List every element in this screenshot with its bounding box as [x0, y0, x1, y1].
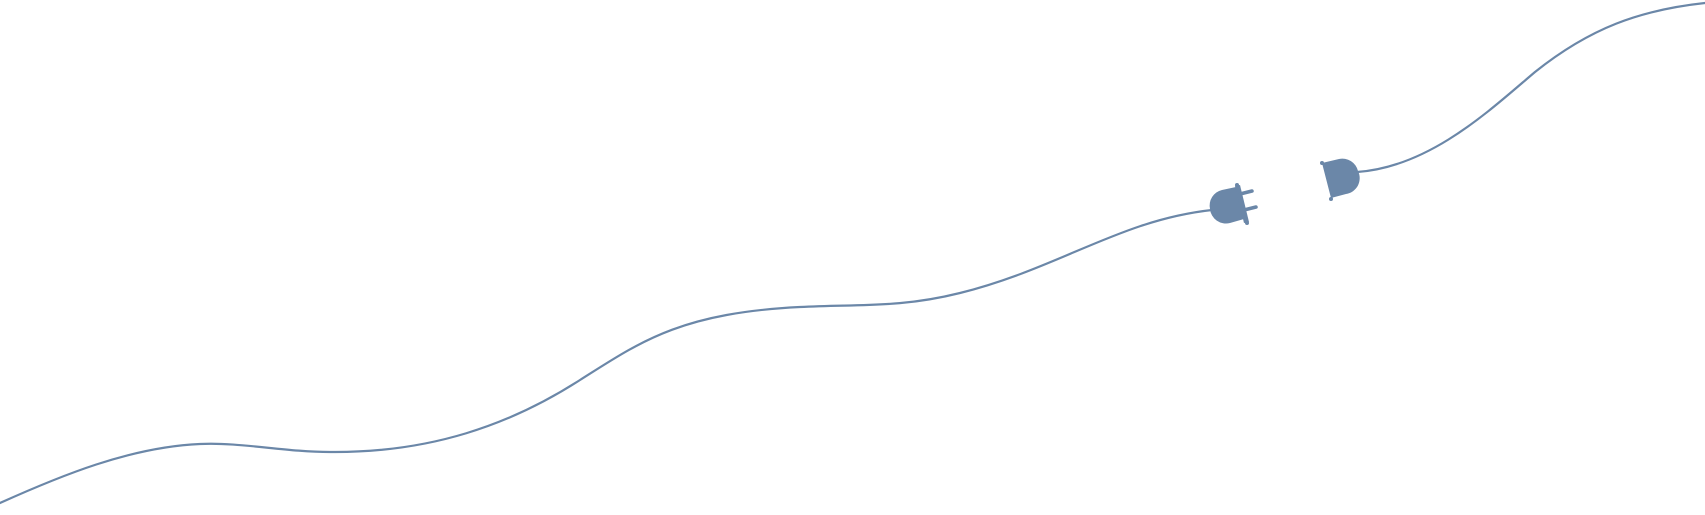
plug-collar-bottom — [1245, 221, 1249, 225]
socket-edge-top — [1320, 161, 1324, 165]
left-cable — [0, 208, 1214, 505]
socket-edge-bottom — [1329, 197, 1333, 201]
socket-icon — [1320, 158, 1360, 201]
plug-collar-top — [1235, 183, 1239, 187]
socket-body — [1322, 158, 1360, 198]
plug-prong-top — [1238, 189, 1254, 196]
plug-prong-bottom — [1242, 205, 1258, 212]
plug-body — [1209, 187, 1244, 224]
plug-icon — [1209, 183, 1258, 225]
right-cable — [1355, 1, 1705, 174]
